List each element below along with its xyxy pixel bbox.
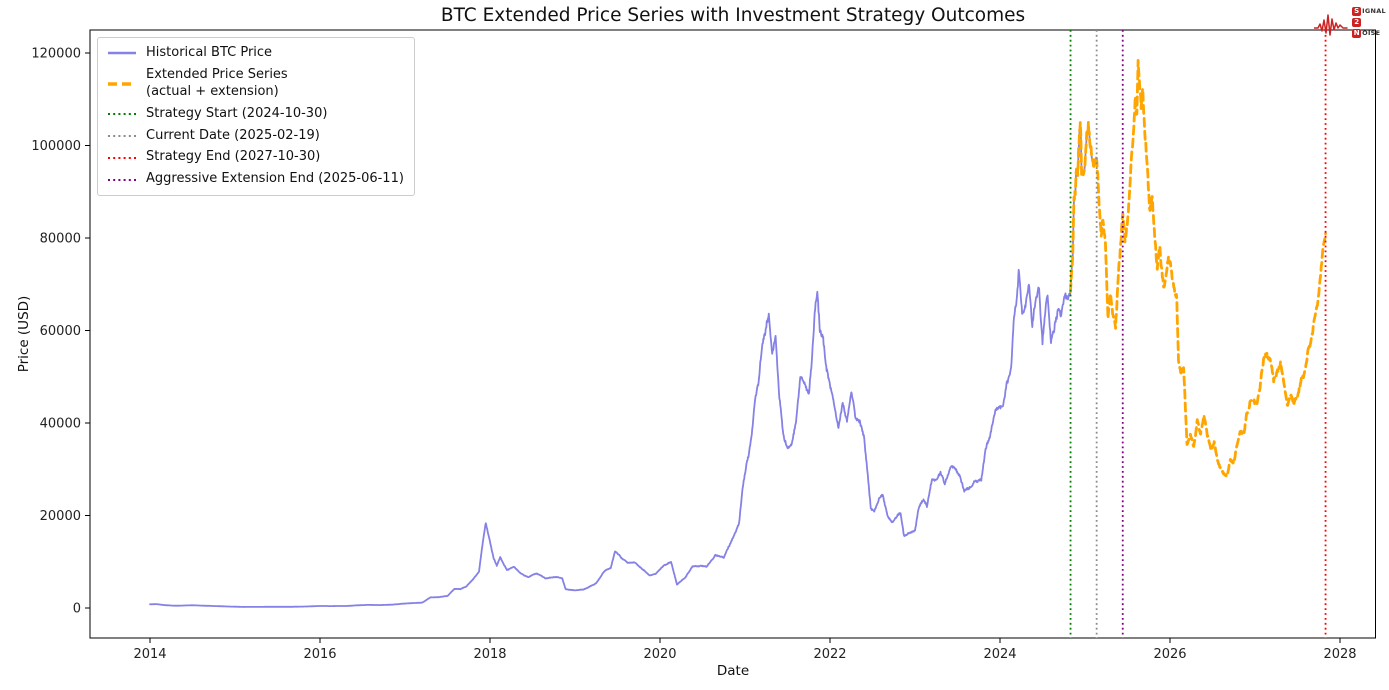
legend-label: Historical BTC Price [146,45,273,60]
legend-item: Historical BTC Price [107,45,404,62]
legend-swatch-dashed [108,82,136,86]
legend-swatch-solid [108,52,136,55]
x-tick-label: 2022 [813,647,846,662]
logo-row-noise: N OISE [1352,28,1386,38]
logo-row-2: 2 [1352,17,1386,27]
y-axis-label: Price (USD) [16,295,32,373]
y-tick-label: 0 [73,602,81,617]
logo-text: S IGNAL 2 N OISE [1352,6,1386,38]
ekg-waveform-icon [1314,14,1348,36]
y-tick-label: 20000 [40,509,81,524]
signal2noise-logo: S IGNAL 2 N OISE [1314,6,1386,38]
legend-item: Extended Price Series (actual + extensio… [107,67,404,101]
x-tick-label: 2026 [1153,647,1186,662]
y-tick-label: 80000 [40,232,81,247]
series-extended [1069,59,1327,479]
x-tick-label: 2018 [473,647,506,662]
legend-label: Aggressive Extension End (2025-06-11) [146,171,404,187]
legend-item: Strategy End (2027-10-30) [107,149,404,166]
logo-text-oise: OISE [1362,29,1381,37]
legend-swatch-dotted [108,135,136,137]
x-tick-label: 2024 [983,647,1016,662]
series-historical [149,121,1098,608]
legend-label: Strategy End (2027-10-30) [146,149,321,165]
legend-swatch-dotted [108,178,136,181]
legend-item: Aggressive Extension End (2025-06-11) [107,171,404,188]
y-tick-label: 60000 [40,324,81,339]
legend-label: Current Date (2025-02-19) [146,127,320,143]
x-axis-label: Date [716,663,750,679]
y-tick-label: 100000 [31,139,81,154]
legend-swatch-dotted [108,113,136,116]
x-tick-label: 2016 [303,647,336,662]
x-tick-label: 2028 [1323,647,1356,662]
logo-badge-n: N [1352,28,1362,38]
legend-label: Extended Price Series (actual + extensio… [146,66,288,99]
logo-text-ignal: IGNAL [1362,7,1386,15]
legend: Historical BTC Price Extended Price Serie… [97,37,415,197]
x-tick-label: 2014 [133,647,166,662]
legend-swatch-dotted [108,156,136,159]
logo-badge-s: S [1352,6,1362,16]
logo-row-signal: S IGNAL [1352,6,1386,16]
legend-item: Strategy Start (2024-10-30) [107,106,404,123]
legend-label: Strategy Start (2024-10-30) [146,105,328,121]
legend-item: Current Date (2025-02-19) [107,128,404,145]
logo-badge-2: 2 [1352,17,1362,27]
chart-title: BTC Extended Price Series with Investmen… [440,5,1026,26]
y-tick-label: 40000 [40,417,81,432]
x-tick-label: 2020 [643,647,676,662]
y-tick-label: 120000 [31,47,81,62]
